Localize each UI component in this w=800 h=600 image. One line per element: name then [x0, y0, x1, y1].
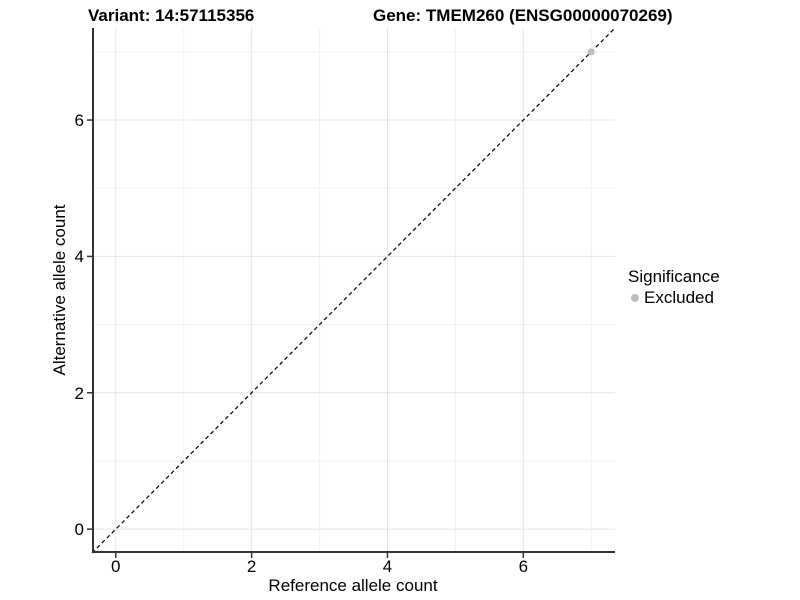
legend-title: Significance — [628, 267, 720, 286]
data-point-excluded — [587, 48, 595, 56]
x-tick-label: 4 — [382, 557, 393, 576]
legend-item-label: Excluded — [644, 288, 714, 307]
legend-items: Excluded — [628, 287, 720, 308]
legend: Significance Excluded — [628, 266, 720, 308]
y-tick-label: 6 — [74, 111, 84, 131]
x-tick-label: 6 — [518, 557, 529, 576]
x-axis-title: Reference allele count — [268, 576, 438, 595]
y-tick-label: 0 — [74, 520, 84, 540]
identity-reference-line — [91, 27, 616, 554]
plot-title-variant: Variant: 14:57115356 — [88, 6, 255, 25]
legend-marker-circle-icon — [631, 293, 639, 302]
y-tick-label: 2 — [74, 383, 84, 403]
plot-title-gene: Gene: TMEM260 (ENSG00000070269) — [373, 6, 673, 25]
legend-item-excluded: Excluded — [628, 287, 720, 308]
x-tick-label: 0 — [111, 557, 121, 576]
y-axis-title: Alternative allele count — [50, 204, 69, 376]
x-tick-label: 2 — [246, 557, 257, 576]
y-tick-label: 4 — [74, 247, 84, 267]
